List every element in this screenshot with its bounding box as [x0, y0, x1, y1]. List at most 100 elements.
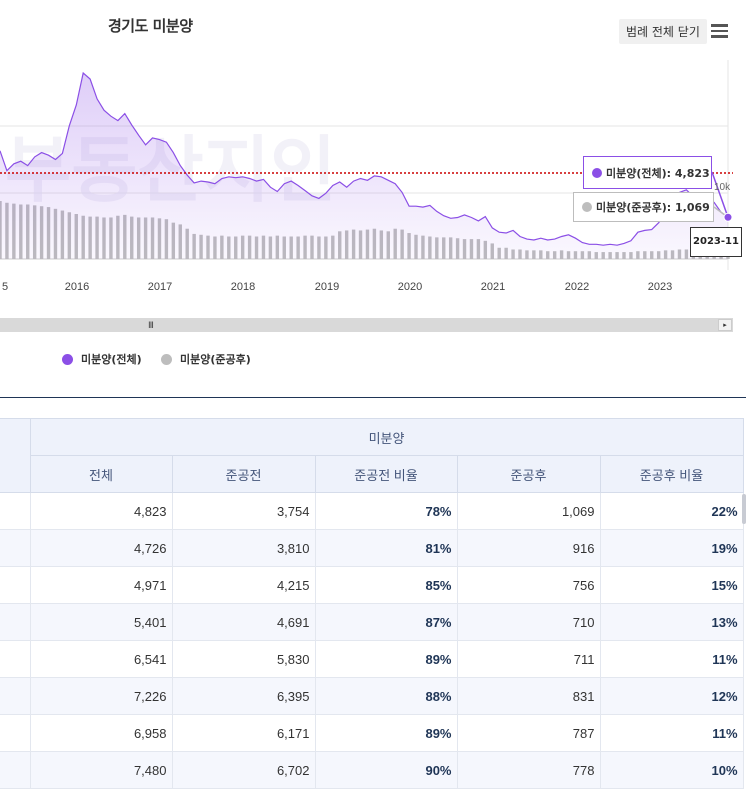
table-cell: 10% — [599, 751, 744, 789]
table-cell: 22% — [599, 492, 744, 530]
x-tick-label: 2021 — [481, 281, 505, 293]
table-cell: 87% — [314, 603, 458, 641]
table-cell: 5,401 — [29, 603, 173, 641]
row-label-cell — [0, 603, 31, 641]
legend-completed-dot — [161, 353, 172, 365]
x-tick-label: 2016 — [65, 281, 89, 293]
x-tick-label: 2020 — [398, 281, 422, 293]
table-cell: 19% — [599, 529, 744, 567]
chart-svg: 부동산지인 520162017201820192020202120222023 … — [0, 60, 733, 293]
column-header: 전체 — [29, 455, 173, 493]
table-row: 4,726 3,810 81% 916 19% — [0, 529, 744, 567]
table-row: 4,823 3,754 78% 1,069 22% — [0, 492, 744, 530]
table-row: 4,971 4,215 85% 756 15% — [0, 566, 744, 604]
table-cell: 1,069 — [456, 492, 601, 530]
table-cell: 3,754 — [171, 492, 316, 530]
tooltip-completed: 미분양(준공후): 1,069 — [573, 192, 714, 222]
tooltip-completed-dot — [582, 202, 592, 212]
table-cell: 12% — [599, 677, 744, 715]
row-label-cell — [0, 640, 31, 678]
column-header: 준공후 비율 — [599, 455, 744, 493]
table-cell: 3,810 — [171, 529, 316, 567]
tooltip-leader-line — [711, 171, 729, 218]
table-cell: 916 — [456, 529, 601, 567]
table-row: 7,480 6,702 90% 778 10% — [0, 751, 744, 789]
data-table: 미분양 전체 준공전 준공전 비율 준공후 준공후 비율 4,823 3,754 78% 1,… — [0, 418, 744, 789]
table-cell: 88% — [314, 677, 458, 715]
table-cell: 4,823 — [29, 492, 173, 530]
x-tick-label: 2023 — [648, 281, 672, 293]
scrollbar-grip[interactable]: III — [148, 321, 154, 331]
x-tick-label: 2022 — [565, 281, 589, 293]
table-cell: 6,702 — [171, 751, 316, 789]
legend-item-completed[interactable]: 미분양(준공후) — [161, 351, 251, 367]
tooltip-total-dot — [592, 167, 602, 178]
row-label-cell — [0, 529, 31, 567]
legend-item-total[interactable]: 미분양(전체) — [62, 351, 142, 367]
table-cell: 78% — [314, 492, 458, 530]
column-header: 준공후 — [456, 455, 601, 493]
table-cell: 6,541 — [29, 640, 173, 678]
table-corner-header — [0, 418, 31, 493]
row-label-cell — [0, 566, 31, 604]
table-cell: 15% — [599, 566, 744, 604]
table-cell: 89% — [314, 640, 458, 678]
table-cell: 5,830 — [171, 640, 316, 678]
table-cell: 710 — [456, 603, 601, 641]
chart-area: 부동산지인 520162017201820192020202120222023 … — [0, 17, 742, 367]
table-cell: 4,691 — [171, 603, 316, 641]
x-tick-label: 5 — [2, 281, 8, 293]
row-label-cell — [0, 714, 31, 752]
section-divider — [0, 397, 746, 398]
table-cell: 7,480 — [29, 751, 173, 789]
table-cell: 11% — [599, 640, 744, 678]
series-area-total — [0, 73, 728, 259]
chart-title: 경기도 미분양 — [108, 17, 193, 35]
table-row: 6,958 6,171 89% 787 11% — [0, 714, 744, 752]
hamburger-menu-icon[interactable] — [711, 24, 730, 39]
table-cell: 85% — [314, 566, 458, 604]
table-cell: 778 — [456, 751, 601, 789]
table-cell: 7,226 — [29, 677, 173, 715]
row-label-cell — [0, 751, 31, 789]
table-cell: 787 — [456, 714, 601, 752]
row-label-cell — [0, 492, 31, 530]
table-cell: 6,958 — [29, 714, 173, 752]
legend-close-button[interactable]: 범례 전체 닫기 — [619, 19, 707, 44]
legend-total-dot — [62, 353, 73, 365]
table-cell: 711 — [456, 640, 601, 678]
tooltip-completed-label: 미분양(준공후): 1,069 — [596, 201, 710, 214]
table-cell: 756 — [456, 566, 601, 604]
table-group-header: 미분양 — [29, 418, 744, 456]
table-cell: 13% — [599, 603, 744, 641]
table-cell: 6,171 — [171, 714, 316, 752]
column-header: 준공전 — [171, 455, 316, 493]
table-cell: 4,971 — [29, 566, 173, 604]
table-row: 5,401 4,691 87% 710 13% — [0, 603, 744, 641]
table-vertical-scrollbar[interactable] — [742, 494, 746, 524]
table-cell: 11% — [599, 714, 744, 752]
tooltip-total-label: 미분양(전체): 4,823 — [606, 166, 710, 180]
x-tick-label: 2019 — [315, 281, 339, 293]
x-tick-label: 2017 — [148, 281, 172, 293]
y-tick-label: 10k — [714, 182, 731, 193]
data-table-wrap: 미분양 전체 준공전 준공전 비율 준공후 준공후 비율 4,823 3,754 78% 1,… — [0, 418, 746, 789]
legend-total-label: 미분양(전체) — [81, 353, 142, 366]
table-row: 6,541 5,830 89% 711 11% — [0, 640, 744, 678]
x-tick-label: 2018 — [231, 281, 255, 293]
chart-scrollbar[interactable] — [0, 318, 733, 332]
tooltip-date: 2023-11 — [690, 227, 742, 257]
series-line-total — [0, 71, 729, 246]
last-data-point[interactable] — [723, 212, 733, 222]
column-header: 준공전 비율 — [314, 455, 458, 493]
scroll-right-arrow-icon[interactable]: ▸ — [718, 319, 732, 331]
table-cell: 90% — [314, 751, 458, 789]
table-cell: 89% — [314, 714, 458, 752]
table-cell: 81% — [314, 529, 458, 567]
tooltip-total: 미분양(전체): 4,823 — [583, 156, 712, 189]
row-label-cell — [0, 677, 31, 715]
table-row: 7,226 6,395 88% 831 12% — [0, 677, 744, 715]
table-cell: 4,726 — [29, 529, 173, 567]
legend-completed-label: 미분양(준공후) — [180, 353, 251, 366]
table-cell: 4,215 — [171, 566, 316, 604]
